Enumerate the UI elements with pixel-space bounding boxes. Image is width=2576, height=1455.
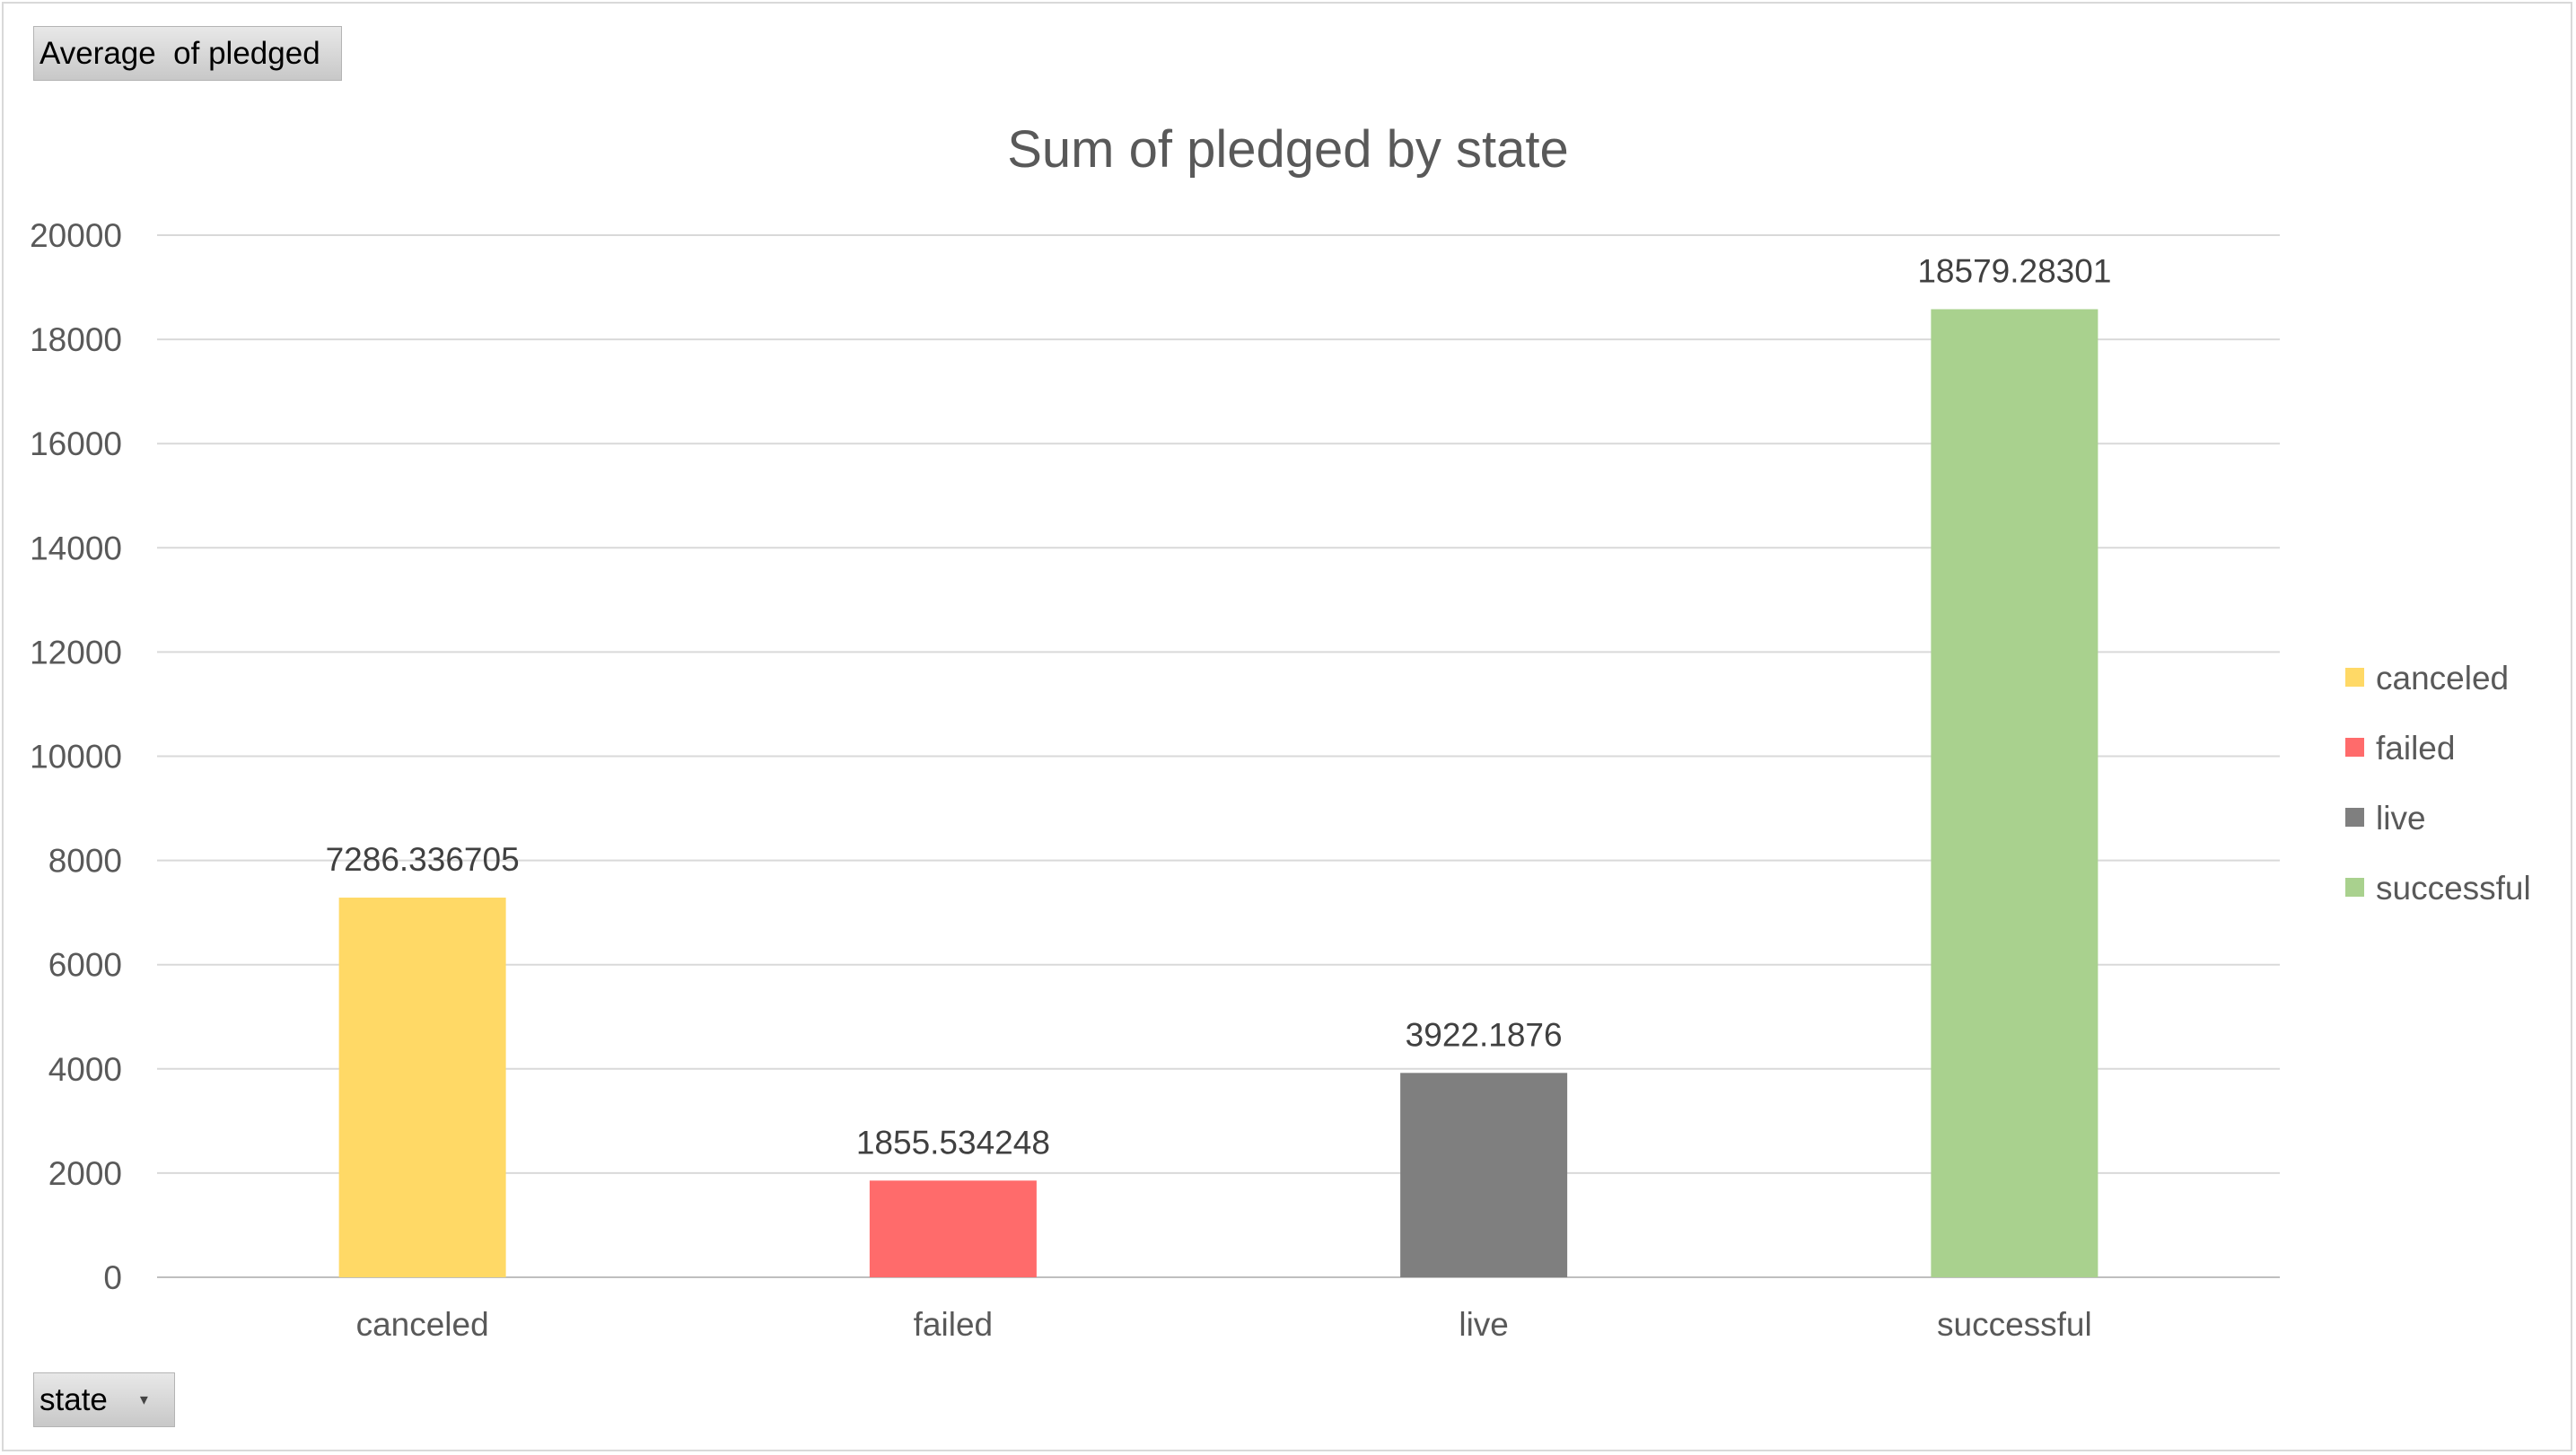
values-field-button[interactable]: Average of pledged bbox=[33, 26, 342, 81]
chevron-down-icon[interactable]: ▾ bbox=[139, 1390, 148, 1408]
bar-failed bbox=[869, 1180, 1037, 1277]
y-tick-label: 10000 bbox=[30, 739, 122, 776]
x-axis: canceled failed live successful bbox=[356, 1306, 2092, 1343]
legend-item: live bbox=[2376, 800, 2426, 837]
y-tick-label: 6000 bbox=[48, 947, 122, 984]
x-tick-label: failed bbox=[914, 1306, 993, 1343]
legend-swatch bbox=[2345, 668, 2364, 687]
legend-swatch bbox=[2345, 808, 2364, 827]
y-tick-label: 2000 bbox=[48, 1155, 122, 1192]
y-tick-label: 14000 bbox=[30, 530, 122, 566]
y-tick-label: 4000 bbox=[48, 1051, 122, 1088]
axis-field-button[interactable]: state ▾ bbox=[33, 1372, 175, 1427]
legend-item: failed bbox=[2376, 730, 2455, 767]
legend: canceled failed live successful bbox=[2345, 660, 2531, 907]
legend-item: canceled bbox=[2376, 660, 2509, 697]
legend-item: successful bbox=[2376, 870, 2531, 907]
gridlines bbox=[157, 234, 2280, 1278]
bars: 7286.336705 1855.534248 3922.1876 18579.283… bbox=[326, 252, 2111, 1277]
values-field-label: Average of pledged bbox=[39, 35, 320, 71]
axis-field-label: state bbox=[39, 1381, 108, 1417]
y-tick-label: 18000 bbox=[30, 321, 122, 358]
x-tick-label: successful bbox=[1937, 1306, 2092, 1343]
data-label: 3922.1876 bbox=[1406, 1016, 1563, 1053]
y-tick-label: 8000 bbox=[48, 843, 122, 880]
data-label: 18579.28301 bbox=[1917, 252, 2111, 289]
y-tick-label: 20000 bbox=[30, 217, 122, 254]
chart-title: Sum of pledged by state bbox=[1007, 120, 1569, 179]
y-tick-label: 0 bbox=[103, 1259, 122, 1296]
y-axis: 0 2000 4000 6000 8000 10000 12000 14000 16000 180… bbox=[30, 217, 122, 1296]
data-label: 1855.534248 bbox=[856, 1124, 1050, 1161]
x-tick-label: canceled bbox=[356, 1306, 489, 1343]
bar-successful bbox=[1931, 309, 2098, 1277]
bar-live bbox=[1400, 1073, 1568, 1277]
legend-swatch bbox=[2345, 878, 2364, 897]
data-label: 7286.336705 bbox=[326, 841, 520, 878]
y-tick-label: 16000 bbox=[30, 425, 122, 462]
legend-swatch bbox=[2345, 738, 2364, 757]
y-tick-label: 12000 bbox=[30, 634, 122, 671]
bar-canceled bbox=[338, 898, 506, 1277]
x-tick-label: live bbox=[1459, 1306, 1509, 1343]
